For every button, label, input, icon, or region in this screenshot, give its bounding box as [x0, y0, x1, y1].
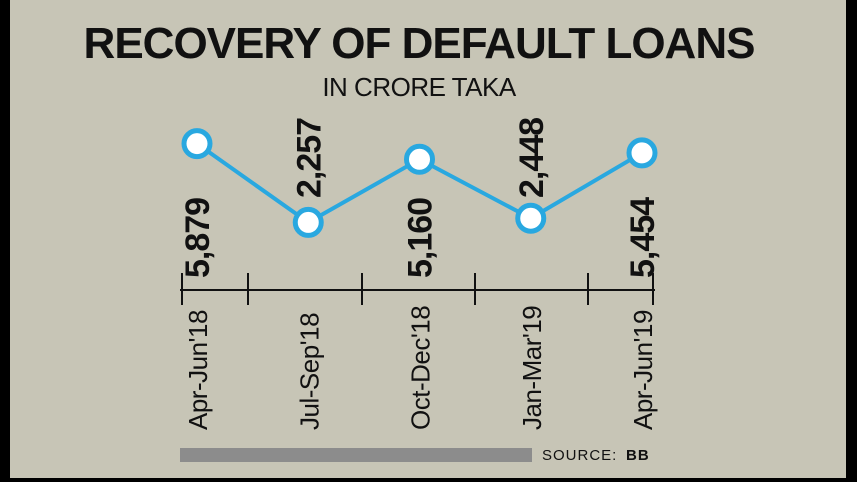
data-label: 2,448: [513, 118, 551, 198]
data-label: 5,879: [179, 198, 217, 278]
data-label: 5,160: [402, 198, 440, 278]
data-point: [292, 206, 324, 238]
x-tick-labels: Apr-Jun'18 Jul-Sep'18 Oct-Dec'18 Jan-Mar'19…: [183, 306, 658, 430]
x-tick-label: Jan-Mar'19: [517, 306, 547, 430]
data-label: 2,257: [290, 118, 328, 198]
frame-right-edge: [846, 0, 857, 482]
chart-title: RECOVERY OF DEFAULT LOANS: [84, 19, 755, 68]
data-point: [404, 143, 435, 175]
data-point: [515, 202, 547, 234]
source-value: BB: [626, 447, 650, 464]
x-tick-label: Apr-Jun'19: [628, 310, 658, 430]
chart-card: [10, 0, 846, 478]
data-point: [181, 128, 213, 160]
data-labels: 5,879 2,257 5,160 2,448 5,454: [179, 118, 662, 278]
x-tick-label: Oct-Dec'18: [406, 306, 436, 430]
data-point: [626, 137, 658, 169]
source-bar: [180, 448, 532, 462]
x-tick-label: Jul-Sep'18: [294, 313, 324, 430]
x-axis-ticks: [181, 273, 654, 305]
frame-left-edge: [0, 0, 10, 482]
source-label: SOURCE:: [542, 447, 617, 464]
data-markers: [181, 128, 658, 238]
chart-subtitle: IN CRORE TAKA: [322, 72, 517, 102]
data-label: 5,454: [624, 197, 662, 278]
x-tick-label: Apr-Jun'18: [183, 310, 213, 430]
